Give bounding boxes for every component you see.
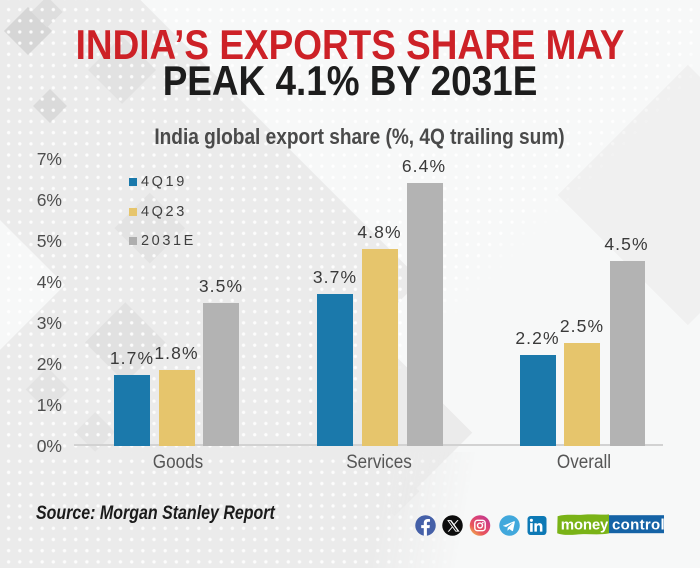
svg-text:money: money — [561, 517, 609, 534]
svg-text:control: control — [612, 517, 665, 534]
